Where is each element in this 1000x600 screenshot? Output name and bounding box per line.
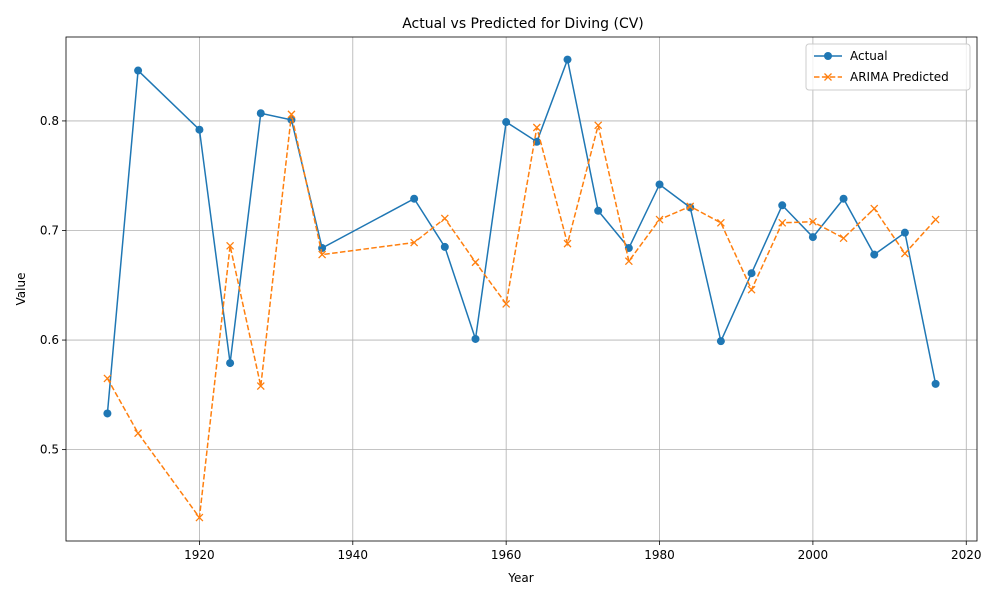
data-point-actual <box>931 379 940 388</box>
data-point-predicted <box>103 374 112 383</box>
legend-predicted-marker <box>824 73 832 81</box>
data-point-predicted <box>778 218 787 227</box>
x-tick-label: 1980 <box>644 548 675 562</box>
data-point-actual <box>440 242 449 251</box>
data-point-actual <box>134 66 143 75</box>
series-layer <box>103 55 940 522</box>
x-tick-label: 2020 <box>951 548 982 562</box>
data-point-predicted <box>563 239 572 248</box>
data-point-actual <box>410 194 419 203</box>
y-tick-label: 0.5 <box>40 443 59 457</box>
data-point-predicted <box>594 121 603 130</box>
data-point-predicted <box>624 257 633 266</box>
y-tick-label: 0.6 <box>40 333 59 347</box>
data-point-predicted <box>808 217 817 226</box>
data-point-actual <box>594 206 603 215</box>
legend-box <box>805 43 971 91</box>
data-point-actual <box>686 203 695 212</box>
chart-title: Actual vs Predicted for Diving (CV) <box>402 16 644 32</box>
data-point-actual <box>808 233 817 242</box>
x-tick-label: 1940 <box>338 548 369 562</box>
data-point-predicted <box>532 123 541 132</box>
data-point-predicted <box>410 238 419 247</box>
y-axis: 0.5 0.6 0.7 0.8 <box>40 114 66 457</box>
data-point-actual <box>563 55 572 64</box>
data-point-predicted <box>900 249 909 258</box>
data-point-actual <box>900 228 909 237</box>
x-axis-label: Year <box>507 571 533 585</box>
data-point-predicted <box>226 241 235 250</box>
y-axis-label: Value <box>14 273 28 306</box>
data-point-predicted <box>716 218 725 227</box>
data-point-predicted <box>655 215 664 224</box>
data-point-actual <box>532 137 541 146</box>
data-point-actual <box>502 118 511 127</box>
data-point-predicted <box>134 429 143 438</box>
data-point-predicted <box>686 202 695 211</box>
data-point-predicted <box>931 215 940 224</box>
legend-predicted-label: ARIMA Predicted <box>850 70 949 84</box>
x-tick-label: 1960 <box>491 548 522 562</box>
x-tick-label: 1920 <box>184 548 215 562</box>
data-point-actual <box>839 194 848 203</box>
data-point-predicted <box>839 234 848 243</box>
data-point-actual <box>195 125 204 134</box>
series-actual <box>103 55 940 418</box>
data-point-predicted <box>287 110 296 119</box>
data-point-predicted <box>440 214 449 223</box>
legend: Actual ARIMA Predicted <box>805 43 971 91</box>
x-axis: 1920 1940 1960 1980 2000 2020 <box>184 541 982 562</box>
data-point-actual <box>747 269 756 278</box>
data-point-predicted <box>747 285 756 294</box>
data-point-actual <box>870 250 879 259</box>
x-tick-label: 2000 <box>798 548 829 562</box>
legend-actual-label: Actual <box>850 49 888 63</box>
data-point-predicted <box>256 382 265 391</box>
data-point-actual <box>226 359 235 368</box>
y-tick-label: 0.7 <box>40 223 59 237</box>
data-point-predicted <box>195 513 204 522</box>
data-point-predicted <box>502 299 511 308</box>
data-point-actual <box>471 334 480 343</box>
data-point-actual <box>103 409 112 418</box>
plot-area <box>65 36 978 542</box>
data-point-predicted <box>870 204 879 213</box>
series-predicted <box>103 110 940 522</box>
data-point-predicted <box>471 258 480 267</box>
data-point-predicted <box>318 250 327 259</box>
y-tick-label: 0.8 <box>40 114 59 128</box>
legend-actual-marker <box>824 52 832 60</box>
data-point-actual <box>655 180 664 189</box>
data-point-actual <box>778 201 787 210</box>
data-point-actual <box>256 109 265 118</box>
data-point-actual <box>716 337 725 346</box>
